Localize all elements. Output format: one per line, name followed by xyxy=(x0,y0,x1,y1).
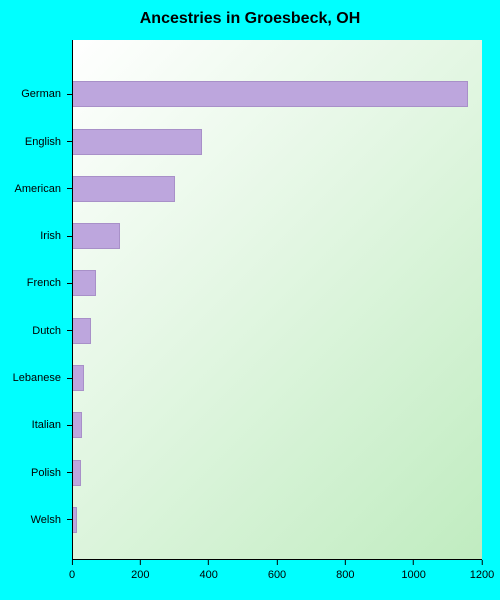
x-tick-label: 200 xyxy=(131,569,149,581)
bar xyxy=(72,318,91,344)
y-tick-mark xyxy=(67,425,72,426)
y-tick: Italian xyxy=(32,419,72,431)
y-tick-label: Polish xyxy=(31,467,67,479)
bar xyxy=(72,365,84,391)
y-tick-mark xyxy=(67,94,72,95)
x-tick-mark xyxy=(72,560,73,565)
x-tick-label: 0 xyxy=(69,569,75,581)
x-tick-label: 1200 xyxy=(470,569,494,581)
y-tick-label: Irish xyxy=(40,230,67,242)
y-tick: Irish xyxy=(40,230,72,242)
x-tick-mark xyxy=(481,560,482,565)
x-tick-mark xyxy=(140,560,141,565)
y-tick-mark xyxy=(67,472,72,473)
y-tick-label: Lebanese xyxy=(13,372,67,384)
y-tick-mark xyxy=(67,378,72,379)
x-tick: 800 xyxy=(336,560,354,581)
x-tick-label: 400 xyxy=(199,569,217,581)
y-tick-label: Welsh xyxy=(31,514,67,526)
y-tick-mark xyxy=(67,188,72,189)
y-tick-label: German xyxy=(21,88,67,100)
y-tick-mark xyxy=(67,283,72,284)
bar xyxy=(72,129,202,155)
x-tick: 200 xyxy=(131,560,149,581)
x-tick-label: 1000 xyxy=(401,569,425,581)
bar xyxy=(72,176,175,202)
y-tick: American xyxy=(15,183,72,195)
bar xyxy=(72,270,96,296)
x-tick: 1000 xyxy=(401,560,425,581)
y-tick: Lebanese xyxy=(13,372,72,384)
bar xyxy=(72,460,81,486)
y-tick: German xyxy=(21,88,72,100)
y-tick-label: Italian xyxy=(32,419,67,431)
y-tick: English xyxy=(25,136,72,148)
y-tick-mark xyxy=(67,519,72,520)
y-tick-label: Dutch xyxy=(32,325,67,337)
chart-container: Ancestries in Groesbeck, OH City-Data.co… xyxy=(0,0,500,600)
x-tick: 400 xyxy=(199,560,217,581)
bar xyxy=(72,412,82,438)
y-tick-label: American xyxy=(15,183,67,195)
y-tick: French xyxy=(27,277,72,289)
y-tick-label: English xyxy=(25,136,67,148)
y-axis-line xyxy=(72,40,73,560)
x-tick-mark xyxy=(413,560,414,565)
y-tick-mark xyxy=(67,236,72,237)
y-tick-mark xyxy=(67,330,72,331)
x-tick-mark xyxy=(345,560,346,565)
x-tick-mark xyxy=(208,560,209,565)
y-tick-mark xyxy=(67,141,72,142)
y-tick: Polish xyxy=(31,467,72,479)
y-tick: Welsh xyxy=(31,514,72,526)
bars-layer xyxy=(72,40,482,560)
bar xyxy=(72,223,120,249)
x-tick: 0 xyxy=(69,560,75,581)
chart-title: Ancestries in Groesbeck, OH xyxy=(0,10,500,28)
y-tick-label: French xyxy=(27,277,67,289)
y-tick: Dutch xyxy=(32,325,72,337)
plot-area: GermanEnglishAmericanIrishFrenchDutchLeb… xyxy=(72,40,482,560)
x-tick-label: 600 xyxy=(268,569,286,581)
x-tick-label: 800 xyxy=(336,569,354,581)
x-tick: 600 xyxy=(268,560,286,581)
x-tick: 1200 xyxy=(470,560,494,581)
bar xyxy=(72,81,468,107)
x-tick-mark xyxy=(276,560,277,565)
